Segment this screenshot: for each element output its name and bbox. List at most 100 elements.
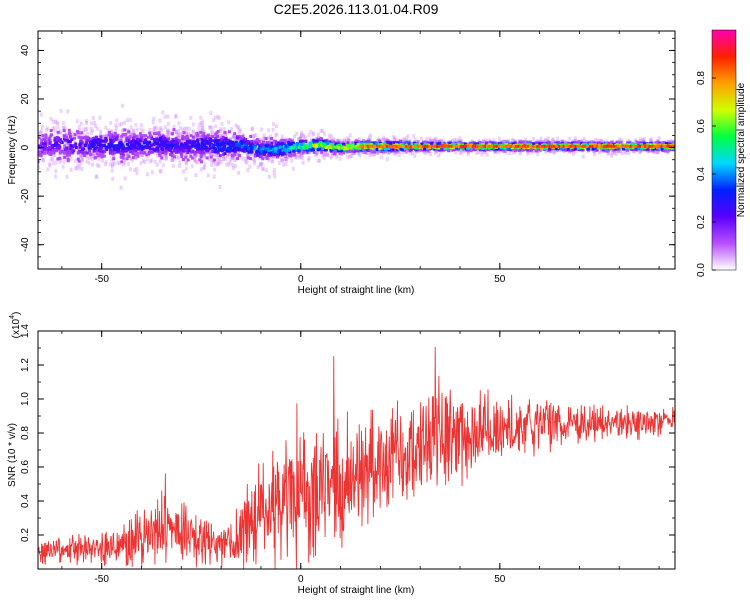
- spectrogram-cell: [54, 129, 58, 134]
- spectrogram-cell: [427, 149, 431, 154]
- spectrogram-cell: [66, 133, 70, 138]
- spectrogram-cell: [135, 167, 139, 172]
- spectrogram-cell: [185, 139, 189, 143]
- spectrogram-cell: [310, 138, 314, 143]
- spectrogram-cell: [502, 146, 506, 150]
- spectrogram-cell: [346, 141, 350, 145]
- spectrogram-cell: [291, 167, 295, 172]
- spectrogram-cell: [209, 134, 213, 139]
- spectrogram-cell: [270, 141, 274, 145]
- spectrogram-cell: [267, 135, 271, 140]
- spectrogram-cell: [466, 146, 470, 150]
- spectrogram-cell: [166, 143, 170, 147]
- spectrogram-cell: [339, 151, 343, 156]
- spectrogram-cell: [178, 126, 182, 131]
- spectrogram-cell: [133, 139, 137, 143]
- spectrogram-cell: [560, 139, 564, 144]
- spectrogram-cell: [521, 140, 525, 144]
- spectrogram-cell: [407, 147, 411, 152]
- spectrogram-cell: [54, 174, 58, 179]
- spectrogram-cell: [290, 158, 294, 163]
- spectrogram-cell: [492, 141, 496, 146]
- spectrogram-cell: [248, 157, 252, 161]
- spectrogram-cell: [383, 149, 387, 154]
- spectrogram-cell: [435, 139, 439, 144]
- spectrogram-cell: [162, 143, 166, 147]
- spectrogram-cell: [56, 121, 60, 126]
- spectrogram-cell: [233, 132, 237, 136]
- spectrogram-cell: [184, 155, 188, 159]
- spectrogram-cell: [196, 138, 200, 142]
- spectrogram-cell: [286, 144, 290, 148]
- spectrogram-cell: [453, 150, 457, 155]
- spectrogram-cell: [320, 150, 324, 154]
- spectrogram-cell: [79, 136, 83, 140]
- spectrogram-cell: [121, 150, 125, 154]
- spectrogram-cell: [333, 150, 337, 154]
- spectrogram-cell: [353, 150, 357, 155]
- spectrogram-cell: [55, 120, 59, 125]
- spectrogram-cell: [570, 148, 574, 153]
- spectrogram-cell: [261, 167, 265, 172]
- spectrogram-cell: [76, 157, 80, 161]
- spectrogram-cell: [74, 144, 78, 148]
- spectrogram-cell: [638, 137, 642, 142]
- spectrogram-cell: [566, 147, 570, 151]
- spectrogram-cell: [199, 167, 203, 172]
- spectrogram-cell: [466, 152, 470, 157]
- spectrogram-cell: [481, 143, 485, 147]
- spectrogram-cell: [255, 150, 259, 154]
- spectrogram-cell: [117, 138, 121, 143]
- spectrogram-cell: [285, 152, 289, 157]
- spectrogram-cell: [543, 138, 547, 143]
- spectrogram-cell: [101, 139, 105, 143]
- spectrogram-cell: [113, 131, 117, 135]
- spectrogram-cell: [164, 146, 168, 150]
- spectrogram-cell: [150, 158, 154, 163]
- spectrogram-cell: [321, 147, 325, 151]
- spectrogram-cell: [179, 147, 183, 151]
- spectrogram-cell: [606, 147, 610, 152]
- spectrogram-cell: [379, 149, 383, 154]
- spectrogram-cell: [559, 147, 563, 151]
- spectrogram-cell: [569, 149, 573, 154]
- spectrogram-cell: [451, 148, 455, 152]
- spectrogram-cell: [264, 137, 268, 141]
- spectrogram-cell: [302, 150, 306, 155]
- spectrogram-cell: [54, 169, 58, 174]
- spectrogram-cell: [80, 158, 84, 163]
- spectrogram-cell: [649, 138, 653, 143]
- spectrogram-cell: [114, 123, 118, 128]
- spectrogram-cell: [174, 155, 178, 160]
- spectrogram-cell: [114, 144, 118, 148]
- spectrogram-cell: [316, 146, 320, 150]
- spectrogram-cell: [112, 162, 116, 167]
- spectrogram-cell: [374, 151, 378, 156]
- spectrogram-cell: [231, 165, 235, 170]
- spectrogram-cell: [633, 138, 637, 143]
- spectrogram-cell: [185, 152, 189, 157]
- spectrogram-cell: [529, 150, 533, 155]
- spectrogram-cell: [281, 144, 285, 148]
- spectrogram-cell: [97, 135, 101, 140]
- spectrogram-cell: [64, 151, 68, 155]
- spectrogram-cell: [125, 157, 129, 161]
- spectrogram-cell: [275, 132, 279, 137]
- spectrogram-cell: [194, 133, 198, 138]
- spectrogram-cell: [166, 114, 170, 119]
- spectrogram-cell: [139, 134, 143, 138]
- spectrogram-cell: [38, 165, 41, 170]
- spectrogram-cell: [67, 140, 71, 144]
- spectrogram-cell: [55, 145, 59, 149]
- spectrogram-cell: [120, 121, 124, 126]
- spectrogram-cell: [178, 150, 182, 154]
- spectrogram-cell: [120, 134, 124, 138]
- spectrogram-cell: [422, 140, 426, 144]
- spectrogram-cell: [209, 110, 213, 115]
- figure-title: C2E5.2026.113.01.04.R09: [274, 1, 439, 17]
- spectrogram-cell: [402, 137, 406, 142]
- spectrogram-cell: [118, 122, 122, 127]
- spectrogram-cell: [288, 151, 292, 156]
- spectrogram-cell: [152, 128, 156, 133]
- spectrogram-cell: [223, 156, 227, 161]
